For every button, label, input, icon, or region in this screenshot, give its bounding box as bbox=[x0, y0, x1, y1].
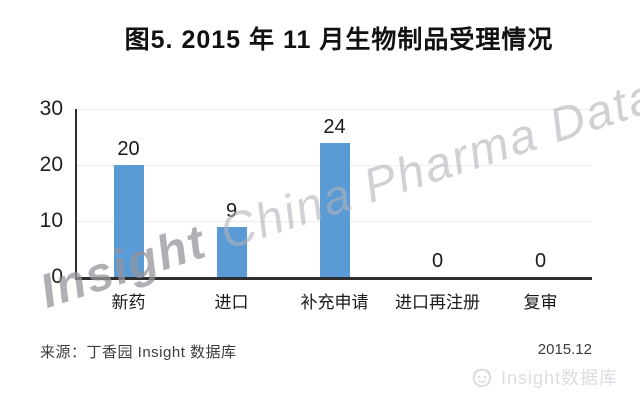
bar bbox=[216, 226, 247, 277]
date-label: 2015.12 bbox=[537, 341, 592, 358]
bar-value-label: 9 bbox=[225, 199, 238, 222]
y-tick-label-0: 0 bbox=[51, 265, 63, 288]
bar-value-label: 20 bbox=[117, 138, 140, 160]
bar-value-label: 24 bbox=[323, 115, 346, 138]
bar bbox=[113, 165, 144, 277]
y-tick-label-20: 20 bbox=[39, 153, 63, 176]
category-slot: 0 进口再注册 bbox=[386, 109, 489, 312]
x-axis-label: 进口 bbox=[214, 293, 249, 312]
category-slot: 20 新药 bbox=[77, 109, 180, 312]
gridline-30 bbox=[77, 109, 592, 110]
bar-value-label: 0 bbox=[534, 250, 547, 272]
bar bbox=[319, 142, 350, 277]
chart-title: 图5. 2015 年 11 月生物制品受理情况 bbox=[124, 26, 554, 54]
x-axis-label: 新药 bbox=[111, 293, 146, 312]
brand-footer: Insight数据库 bbox=[470, 364, 618, 390]
category-slot: 24 补充申请 bbox=[283, 109, 386, 312]
category-slot: 9 进口 bbox=[180, 109, 283, 312]
y-tick-label-10: 10 bbox=[39, 209, 63, 232]
insight-logo-icon bbox=[472, 368, 492, 388]
category-slot: 0 复审 bbox=[489, 109, 592, 312]
y-tick-label-30: 30 bbox=[39, 97, 63, 120]
y-axis-line bbox=[75, 109, 77, 279]
source-note: 来源：丁香园 Insight 数据库 bbox=[40, 344, 237, 361]
x-axis-label: 补充申请 bbox=[300, 293, 369, 312]
brand-name: Insight数据库 bbox=[500, 368, 618, 388]
x-axis-label: 进口再注册 bbox=[395, 293, 480, 312]
bar-value-label: 0 bbox=[431, 250, 444, 272]
bar-chart-plot-area: 0 10 20 30 20 新药 9 进口 24 补充申请 0 进口再注册 0 复审 bbox=[40, 97, 592, 312]
x-axis-label: 复审 bbox=[523, 293, 558, 312]
x-axis-line bbox=[75, 277, 592, 280]
